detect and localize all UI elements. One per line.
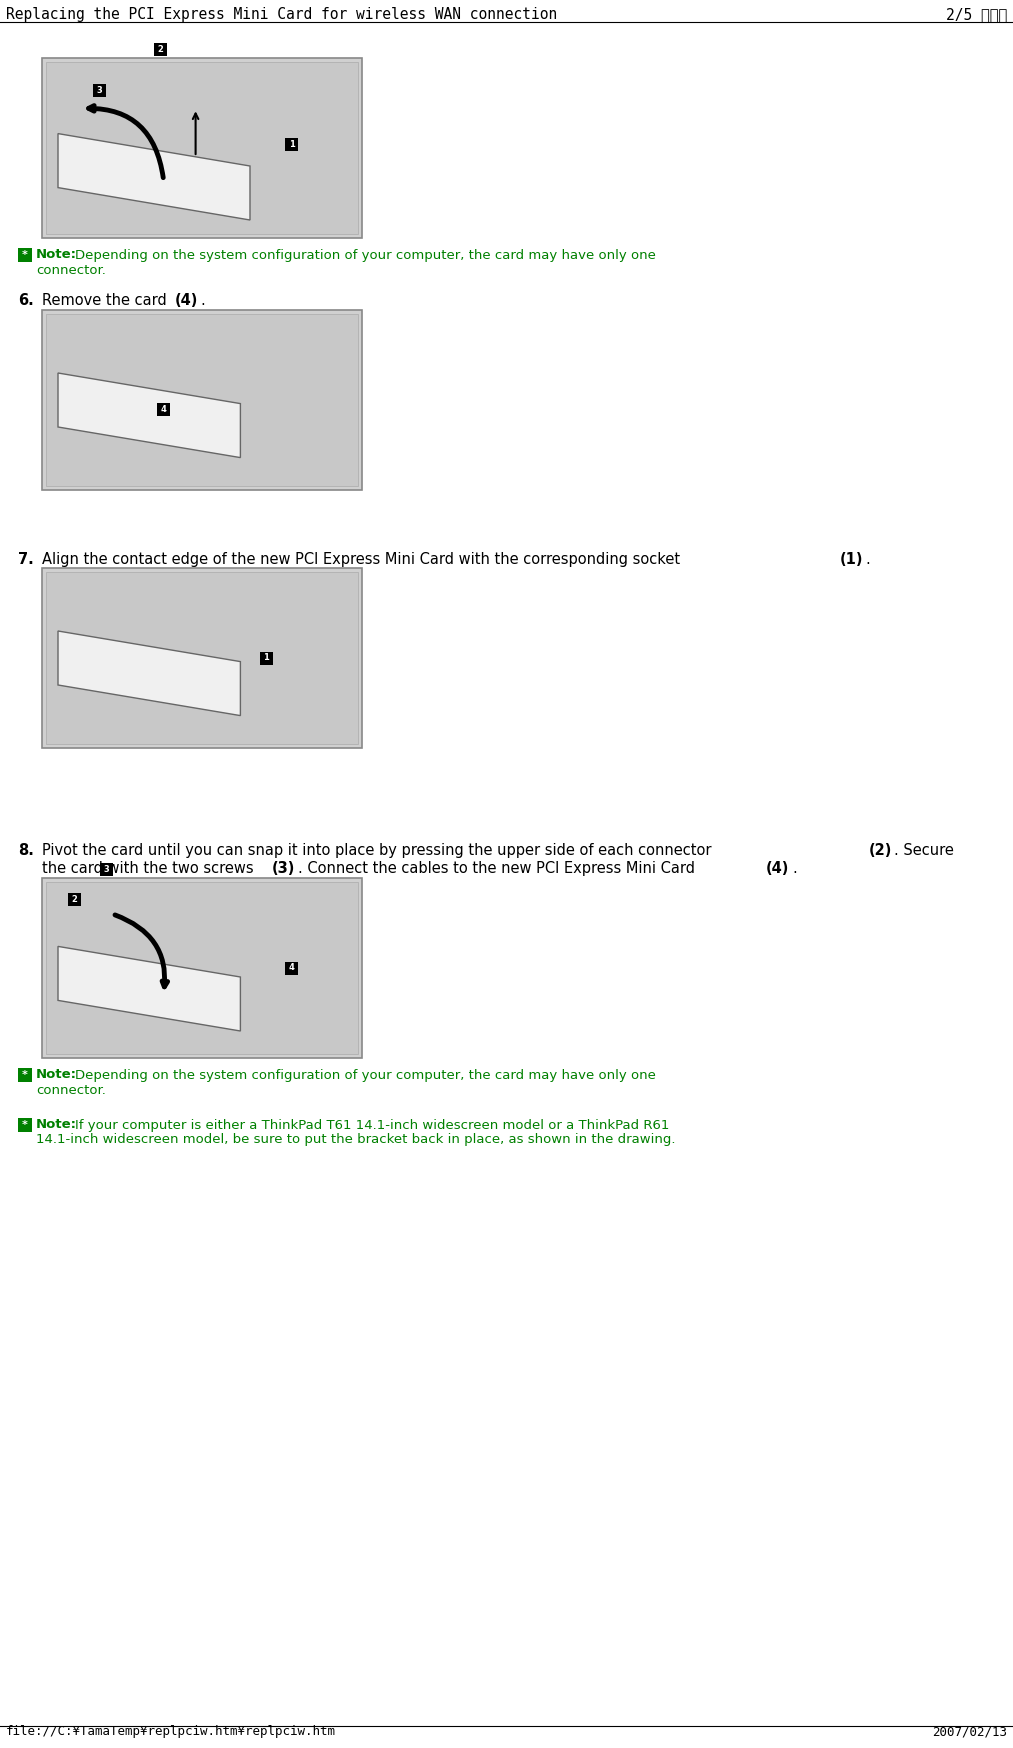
FancyBboxPatch shape	[154, 42, 167, 56]
Text: connector.: connector.	[36, 264, 106, 276]
FancyBboxPatch shape	[68, 893, 80, 905]
Text: 2/5 ページ: 2/5 ページ	[946, 7, 1007, 23]
Text: 8.: 8.	[18, 843, 33, 858]
Text: 1: 1	[263, 654, 268, 662]
Polygon shape	[58, 133, 250, 220]
FancyBboxPatch shape	[42, 309, 362, 489]
Text: 2: 2	[71, 895, 77, 904]
Text: 2: 2	[157, 44, 163, 54]
Text: .: .	[865, 552, 870, 566]
Text: 4: 4	[289, 963, 295, 972]
Text: Note:: Note:	[36, 248, 77, 262]
Text: *: *	[22, 1120, 28, 1129]
FancyBboxPatch shape	[18, 1068, 32, 1082]
Text: .: .	[200, 294, 205, 308]
Text: Note:: Note:	[36, 1119, 77, 1131]
FancyBboxPatch shape	[46, 61, 358, 234]
Text: connector.: connector.	[36, 1084, 106, 1096]
Text: 3: 3	[103, 865, 108, 874]
Text: (4): (4)	[175, 294, 199, 308]
FancyBboxPatch shape	[18, 248, 32, 262]
Text: Depending on the system configuration of your computer, the card may have only o: Depending on the system configuration of…	[75, 1068, 655, 1082]
Text: . Connect the cables to the new PCI Express Mini Card: . Connect the cables to the new PCI Expr…	[298, 862, 700, 876]
Text: Note:: Note:	[36, 1068, 77, 1082]
FancyBboxPatch shape	[42, 877, 362, 1058]
FancyBboxPatch shape	[285, 961, 298, 974]
Text: Remove the card: Remove the card	[42, 294, 171, 308]
FancyBboxPatch shape	[46, 572, 358, 745]
FancyBboxPatch shape	[18, 1119, 32, 1133]
Text: (4): (4)	[766, 862, 789, 876]
Text: (3): (3)	[272, 862, 296, 876]
Text: Pivot the card until you can snap it into place by pressing the upper side of ea: Pivot the card until you can snap it int…	[42, 843, 716, 858]
Text: 4: 4	[161, 404, 166, 414]
FancyBboxPatch shape	[259, 652, 272, 664]
Text: (1): (1)	[840, 552, 863, 566]
Text: *: *	[22, 1070, 28, 1080]
Text: If your computer is either a ThinkPad T61 14.1-inch widescreen model or a ThinkP: If your computer is either a ThinkPad T6…	[75, 1119, 670, 1131]
Text: the card with the two screws: the card with the two screws	[42, 862, 258, 876]
FancyBboxPatch shape	[157, 402, 170, 416]
Polygon shape	[58, 946, 240, 1031]
FancyBboxPatch shape	[46, 315, 358, 486]
Text: file://C:¥TamaTemp¥replpciw.htm¥replpciw.htm: file://C:¥TamaTemp¥replpciw.htm¥replpciw…	[6, 1725, 336, 1739]
Polygon shape	[58, 372, 240, 458]
FancyBboxPatch shape	[46, 883, 358, 1054]
Text: (2): (2)	[869, 843, 892, 858]
FancyBboxPatch shape	[93, 84, 106, 96]
FancyBboxPatch shape	[42, 58, 362, 238]
Text: Replacing the PCI Express Mini Card for wireless WAN connection: Replacing the PCI Express Mini Card for …	[6, 7, 557, 23]
Text: 3: 3	[96, 86, 102, 94]
Text: 6.: 6.	[18, 294, 33, 308]
FancyBboxPatch shape	[285, 138, 298, 150]
Text: Depending on the system configuration of your computer, the card may have only o: Depending on the system configuration of…	[75, 248, 655, 262]
Polygon shape	[58, 631, 240, 715]
Text: Align the contact edge of the new PCI Express Mini Card with the corresponding s: Align the contact edge of the new PCI Ex…	[42, 552, 685, 566]
Text: *: *	[22, 250, 28, 260]
Text: .: .	[792, 862, 797, 876]
Text: 7.: 7.	[18, 552, 33, 566]
Text: 2007/02/13: 2007/02/13	[932, 1725, 1007, 1739]
Text: 14.1-inch widescreen model, be sure to put the bracket back in place, as shown i: 14.1-inch widescreen model, be sure to p…	[36, 1133, 676, 1147]
FancyBboxPatch shape	[42, 568, 362, 748]
Text: . Secure: . Secure	[894, 843, 954, 858]
Text: 1: 1	[289, 140, 295, 149]
FancyBboxPatch shape	[99, 862, 112, 876]
